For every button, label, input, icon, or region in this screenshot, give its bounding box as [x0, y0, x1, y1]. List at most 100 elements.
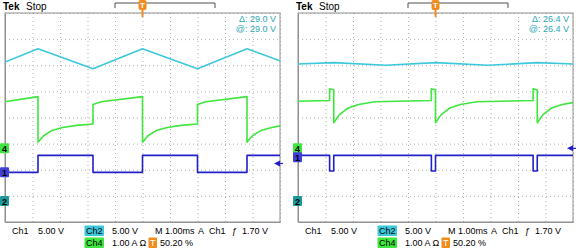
- footer-label: Ch4: [379, 238, 396, 248]
- trigger-position-box: [432, 0, 440, 10]
- scope-captures: 4 1 2 Tek Stop T Δ: 29.0 V@: 29.0 V Ch1 5.00 V Ch…: [0, 0, 580, 250]
- grid-line: [298, 39, 573, 40]
- footer-label: Ch2: [379, 226, 396, 236]
- footer-label: 50.20 %: [160, 238, 193, 248]
- footer-label: M 1.00ms: [155, 226, 195, 236]
- trace: [5, 49, 280, 69]
- trigger-position: [142, 9, 144, 17]
- footer-label: Ch2: [86, 226, 103, 236]
- channel-marker: 2: [293, 196, 302, 207]
- grid-line: [115, 13, 116, 222]
- channel-marker-box: [293, 196, 302, 206]
- x-tick: [408, 13, 409, 222]
- record-bracket: [408, 3, 508, 8]
- title: Stop: [26, 1, 47, 12]
- channel-marker-box: [0, 167, 9, 177]
- annotation: @: 26.4 V: [529, 24, 569, 34]
- channel-marker: 1: [0, 167, 9, 178]
- footer-label: M 1.00ms: [448, 226, 488, 236]
- x-tick: [60, 13, 61, 222]
- trace: [298, 155, 573, 171]
- grid-line: [5, 196, 280, 197]
- x-tick: [381, 13, 382, 222]
- y-axis: [298, 14, 573, 223]
- footer-label: ƒ: [525, 226, 530, 236]
- grid-line: [5, 65, 280, 66]
- y-tick: [298, 65, 573, 66]
- trigger-level-stem: [277, 163, 283, 164]
- grid-line: [463, 13, 464, 222]
- x-tick: [353, 13, 354, 222]
- footer-label: 5.00 V: [405, 226, 431, 236]
- grid-line: [60, 13, 61, 222]
- footer-label: Ch1: [209, 226, 226, 236]
- y-tick: [5, 39, 280, 40]
- trace: [298, 89, 573, 123]
- footer-box: [442, 238, 451, 249]
- grid-line: [408, 13, 409, 222]
- footer-label: 1.00 A Ω: [112, 238, 147, 248]
- trace: [5, 155, 280, 172]
- channel-marker: 4: [0, 143, 9, 154]
- footer-label: A: [198, 226, 204, 236]
- trigger-position-box: [139, 0, 147, 10]
- channel-marker-label: 1: [295, 153, 300, 163]
- grid-line: [170, 13, 171, 222]
- grid-line: [298, 144, 573, 145]
- footer-box: [85, 238, 105, 249]
- y-tick: [5, 91, 280, 92]
- brand: Tek: [296, 1, 313, 12]
- footer-label: 1.00 A Ω: [405, 238, 440, 248]
- y-tick: [5, 196, 280, 197]
- trigger-position-label: T: [140, 1, 145, 10]
- traces: [298, 63, 573, 171]
- grid-line: [353, 13, 354, 222]
- annotation: Δ: 29.0 V: [239, 14, 276, 24]
- channel-marker-box: [293, 152, 302, 162]
- grid-line: [298, 196, 573, 197]
- channel-marker-box: [0, 143, 9, 153]
- y-tick: [5, 144, 280, 145]
- channel-marker: 1: [293, 152, 302, 163]
- channel-marker-label: 4: [2, 144, 7, 154]
- footer-label: 5.00 V: [331, 226, 357, 236]
- footer-label: T: [443, 238, 449, 248]
- y-tick: [298, 39, 573, 40]
- screen: [298, 13, 573, 222]
- grid-line: [5, 39, 280, 40]
- annotation: Δ: 26.4 V: [532, 14, 569, 24]
- y-tick: [5, 65, 280, 66]
- plot-frame: [298, 13, 573, 222]
- trace: [298, 63, 573, 66]
- grid-line: [5, 144, 280, 145]
- brand: Tek: [3, 1, 20, 12]
- trigger-position-label: T: [433, 1, 438, 10]
- annotation: @: 29.0 V: [236, 24, 276, 34]
- footer-label: 1.70 V: [535, 226, 561, 236]
- x-axis: [299, 13, 574, 223]
- scope-panel: 4 1 2 Tek Stop T Δ: 29.0 V@: 29.0 V Ch1 5.00 V Ch…: [0, 0, 283, 248]
- footer-label: 1.70 V: [242, 226, 268, 236]
- footer-label: 5.00 V: [38, 226, 64, 236]
- x-tick: [88, 13, 89, 222]
- footer-label: 50.20 %: [453, 238, 486, 248]
- footer-label: 5.00 V: [112, 226, 138, 236]
- footer-box: [149, 238, 158, 249]
- y-tick: [298, 196, 573, 197]
- channel-marker-label: 2: [2, 197, 7, 207]
- channel-marker-box: [0, 196, 9, 206]
- footer-label: A: [491, 226, 497, 236]
- x-tick: [170, 13, 171, 222]
- grid-line: [381, 13, 382, 222]
- screen: [5, 13, 280, 222]
- footer-box: [85, 226, 105, 237]
- y-axis: [5, 14, 280, 223]
- footer-label: ƒ: [232, 226, 237, 236]
- record-bracket: [115, 3, 215, 8]
- footer-label: T: [150, 238, 156, 248]
- grid-line: [298, 65, 573, 66]
- x-axis: [6, 13, 281, 223]
- footer-label: Ch1: [305, 226, 322, 236]
- y-tick: [298, 144, 573, 145]
- x-tick: [463, 13, 464, 222]
